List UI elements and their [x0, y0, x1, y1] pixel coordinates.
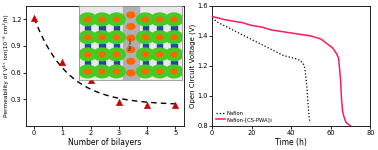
Point — [172, 103, 178, 106]
X-axis label: Time (h): Time (h) — [275, 138, 307, 147]
X-axis label: Number of bilayers: Number of bilayers — [68, 138, 141, 147]
Legend: Nafion, Nafion-[CS-PWA]₃: Nafion, Nafion-[CS-PWA]₃ — [215, 110, 274, 123]
Y-axis label: Permeability of V⁴⁺ ion(10⁻⁸ cm²/h): Permeability of V⁴⁺ ion(10⁻⁸ cm²/h) — [3, 15, 9, 117]
Point — [31, 16, 37, 19]
Point — [144, 103, 150, 106]
Point — [116, 101, 122, 103]
Point — [88, 79, 94, 81]
Y-axis label: Open Circuit Voltage (V): Open Circuit Voltage (V) — [189, 24, 196, 108]
Point — [59, 61, 65, 63]
